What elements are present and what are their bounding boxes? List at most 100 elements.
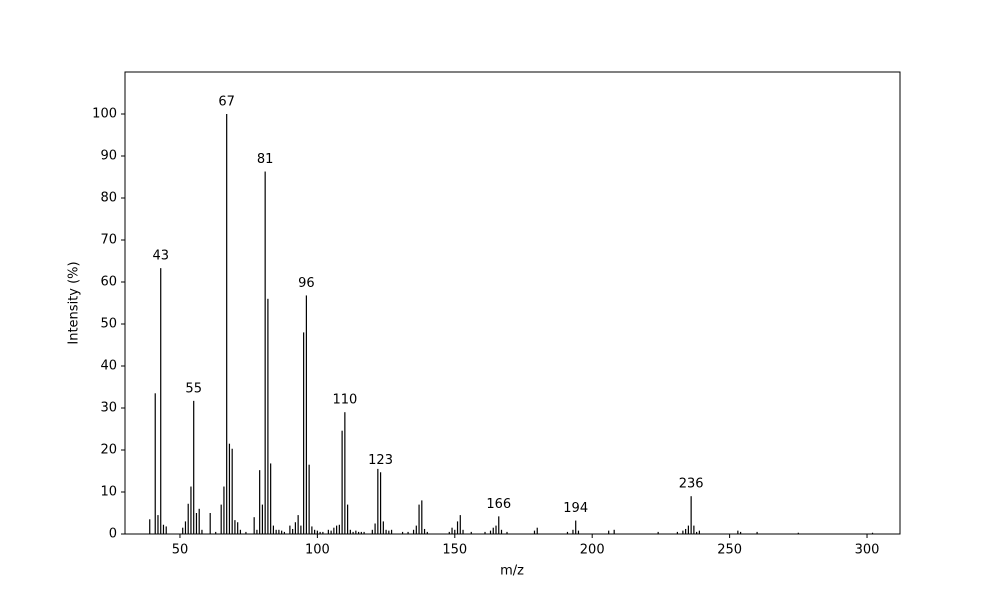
peak bbox=[388, 530, 390, 534]
x-tick-label: 250 bbox=[717, 543, 742, 558]
peak bbox=[314, 529, 316, 534]
peak bbox=[462, 529, 464, 534]
peak bbox=[305, 295, 307, 534]
peak bbox=[401, 531, 404, 534]
peak bbox=[327, 529, 329, 534]
peak bbox=[201, 529, 203, 534]
peak bbox=[871, 532, 874, 534]
peak bbox=[657, 531, 659, 534]
peak bbox=[195, 513, 198, 534]
peak bbox=[220, 504, 222, 534]
peak bbox=[300, 525, 302, 534]
peak bbox=[412, 529, 415, 534]
peak bbox=[377, 468, 379, 534]
peak bbox=[426, 531, 428, 534]
peak bbox=[536, 527, 538, 534]
peak bbox=[245, 531, 247, 534]
y-tick-label: 20 bbox=[100, 443, 117, 458]
peak-label: 236 bbox=[679, 477, 704, 492]
peak bbox=[382, 521, 384, 534]
peak bbox=[231, 448, 233, 534]
x-tick-label: 300 bbox=[855, 543, 880, 558]
peak-label: 43 bbox=[152, 249, 169, 264]
peak bbox=[451, 527, 453, 534]
peak bbox=[756, 531, 758, 534]
peak bbox=[374, 523, 376, 534]
peak bbox=[303, 332, 305, 534]
peak bbox=[506, 531, 508, 534]
peak bbox=[190, 486, 192, 534]
peak bbox=[256, 529, 258, 534]
y-tick-label: 50 bbox=[100, 317, 117, 332]
peak bbox=[316, 530, 318, 534]
peak bbox=[294, 522, 296, 534]
peak bbox=[740, 531, 742, 534]
peak bbox=[157, 515, 159, 534]
peak bbox=[371, 529, 373, 534]
peak bbox=[184, 521, 187, 534]
y-tick-label: 30 bbox=[100, 401, 117, 416]
peak bbox=[566, 531, 569, 534]
peak bbox=[484, 531, 486, 534]
peak bbox=[360, 531, 362, 534]
peak bbox=[187, 503, 189, 534]
peak-label: 67 bbox=[218, 95, 235, 110]
peak bbox=[311, 526, 313, 534]
peak bbox=[407, 531, 409, 534]
peak bbox=[281, 530, 283, 534]
peak bbox=[355, 530, 357, 534]
peak bbox=[454, 529, 456, 534]
peak-label: 166 bbox=[486, 497, 511, 512]
peak bbox=[270, 463, 272, 534]
peak bbox=[319, 531, 321, 534]
y-tick-label: 60 bbox=[100, 275, 117, 290]
peak bbox=[613, 529, 615, 534]
peak bbox=[333, 527, 335, 534]
peak bbox=[165, 526, 167, 534]
peak bbox=[415, 525, 417, 534]
peak bbox=[283, 531, 285, 534]
peak bbox=[182, 527, 184, 534]
peak bbox=[347, 504, 349, 534]
peak-label: 123 bbox=[368, 453, 393, 468]
x-tick-label: 150 bbox=[442, 543, 467, 558]
peak bbox=[357, 531, 360, 534]
peak-label: 81 bbox=[257, 152, 274, 167]
peak bbox=[308, 464, 310, 534]
peak bbox=[149, 519, 151, 534]
peak bbox=[344, 412, 346, 534]
peak bbox=[696, 531, 698, 534]
x-axis-label: m/z bbox=[500, 564, 524, 579]
peak bbox=[292, 528, 294, 534]
peak bbox=[198, 508, 200, 534]
peak bbox=[228, 443, 231, 534]
peak bbox=[575, 520, 577, 534]
peak bbox=[690, 496, 692, 534]
peak bbox=[418, 504, 420, 534]
peak bbox=[363, 531, 365, 534]
peak bbox=[498, 516, 500, 534]
peak bbox=[193, 400, 195, 534]
peak bbox=[423, 528, 426, 534]
peak bbox=[379, 472, 382, 534]
peak bbox=[500, 529, 503, 534]
x-tick-label: 50 bbox=[172, 543, 189, 558]
plot-frame bbox=[124, 71, 901, 535]
peak bbox=[338, 524, 340, 534]
peak-label: 110 bbox=[332, 393, 357, 408]
y-tick-label: 0 bbox=[109, 527, 117, 542]
x-tick-label: 100 bbox=[305, 543, 330, 558]
peak bbox=[267, 298, 269, 534]
peak bbox=[448, 531, 450, 534]
peak bbox=[215, 531, 217, 534]
peak bbox=[237, 522, 239, 534]
peak bbox=[349, 529, 351, 534]
peak bbox=[797, 532, 799, 534]
peak bbox=[261, 504, 264, 534]
peak bbox=[336, 525, 338, 534]
peak bbox=[352, 531, 354, 534]
peak bbox=[223, 486, 225, 534]
peak bbox=[676, 531, 678, 534]
peak bbox=[289, 525, 291, 534]
peak bbox=[495, 525, 497, 534]
